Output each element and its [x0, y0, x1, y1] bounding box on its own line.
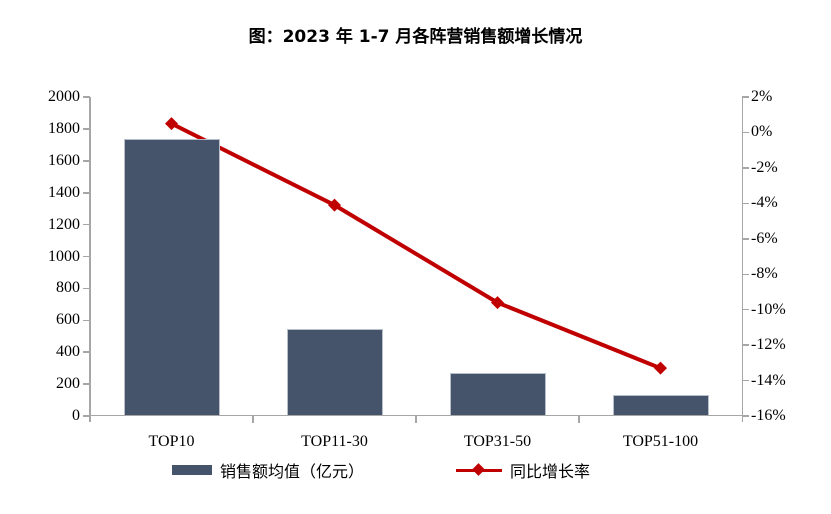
- legend-diamond-marker-icon: [472, 463, 485, 476]
- right-axis-tick-mark: [742, 202, 749, 205]
- left-axis-tick-label: 400: [56, 343, 80, 361]
- left-axis-tick-label: 2000: [48, 88, 80, 105]
- legend-item-line: 同比增长率: [456, 458, 590, 482]
- left-axis-tick-mark: [83, 255, 90, 258]
- left-axis-tick-mark: [83, 128, 90, 130]
- bar-top10: [123, 138, 220, 415]
- legend-label-bar: 销售额均值（亿元）: [220, 462, 365, 481]
- left-axis-tick-label: 800: [56, 279, 80, 297]
- left-axis-tick-mark: [83, 192, 90, 194]
- x-axis-tick-mark: [578, 416, 580, 423]
- line-series-swatch: [456, 463, 503, 476]
- bar-top11-30: [286, 329, 383, 415]
- right-axis-tick-mark: [742, 96, 749, 98]
- right-axis-tick-label: 2%: [751, 88, 773, 105]
- left-axis-tick-mark: [83, 287, 90, 290]
- right-axis-tick-label: 0%: [751, 123, 773, 141]
- right-axis-tick-mark: [742, 238, 749, 240]
- plot-area: [83, 96, 749, 423]
- left-axis-tick-mark: [83, 415, 90, 417]
- left-axis-tick-label: 0: [72, 407, 80, 424]
- diamond-marker-top10: [165, 117, 178, 131]
- right-axis-tick-label: -12%: [751, 336, 786, 354]
- left-axis-tick-mark: [83, 383, 90, 385]
- x-axis-line: [89, 414, 743, 417]
- chart-title: 图：2023 年 1-7 月各阵营销售额增长情况: [248, 27, 583, 47]
- x-axis-category-label: TOP31-50: [463, 433, 532, 450]
- left-axis-tick-mark: [83, 160, 90, 162]
- right-axis-tick-mark: [742, 415, 749, 417]
- right-axis-tick-mark: [742, 344, 749, 346]
- right-axis-tick-label: -2%: [751, 158, 778, 176]
- left-axis-tick-mark: [83, 319, 90, 322]
- bar-series-swatch: [172, 465, 212, 475]
- growth-rate-line: [169, 121, 663, 371]
- left-axis-tick-label: 1800: [48, 119, 80, 137]
- x-axis-category-label: TOP11-30: [301, 433, 368, 450]
- diamond-marker-top51-100: [654, 361, 667, 375]
- right-y-axis-line: [741, 97, 743, 422]
- left-axis-tick-label: 1200: [48, 215, 80, 233]
- legend-item-bar: 销售额均值（亿元）: [172, 458, 364, 482]
- right-axis-tick-label: -16%: [751, 407, 786, 424]
- right-axis-tick-label: -14%: [751, 371, 786, 389]
- left-axis-tick-label: 1600: [48, 151, 80, 169]
- left-axis-tick-label: 1000: [48, 247, 80, 265]
- bar-top31-50: [449, 373, 546, 415]
- bar-top51-100: [612, 395, 709, 415]
- right-axis-tick-mark: [742, 167, 749, 169]
- x-axis-category-label: TOP51-100: [622, 433, 699, 450]
- right-axis-tick-label: -10%: [751, 300, 786, 318]
- right-axis-tick-label: -6%: [751, 229, 778, 247]
- right-axis-tick-mark: [742, 131, 749, 134]
- left-axis-tick-mark: [83, 351, 90, 353]
- legend-label-line: 同比增长率: [510, 462, 591, 481]
- left-axis-tick-mark: [83, 223, 90, 226]
- diamond-marker-top31-50: [491, 296, 504, 310]
- x-axis-category-label: TOP10: [148, 433, 195, 450]
- right-axis-tick-mark: [742, 308, 749, 311]
- right-axis-tick-label: -4%: [751, 194, 778, 212]
- right-axis-tick-label: -8%: [751, 265, 778, 283]
- left-axis-tick-mark: [83, 96, 90, 98]
- left-y-axis-line: [89, 97, 91, 422]
- diamond-marker-top11-30: [328, 198, 341, 212]
- left-axis-tick-label: 200: [56, 375, 80, 393]
- legend: 销售额均值（亿元） 同比增长率: [172, 458, 590, 482]
- x-axis-tick-mark: [415, 416, 417, 423]
- x-axis-tick-mark: [252, 416, 254, 423]
- right-axis-tick-mark: [742, 379, 749, 382]
- left-axis-tick-label: 600: [56, 311, 80, 329]
- left-axis-tick-label: 1400: [48, 183, 80, 201]
- right-axis-tick-mark: [742, 273, 749, 275]
